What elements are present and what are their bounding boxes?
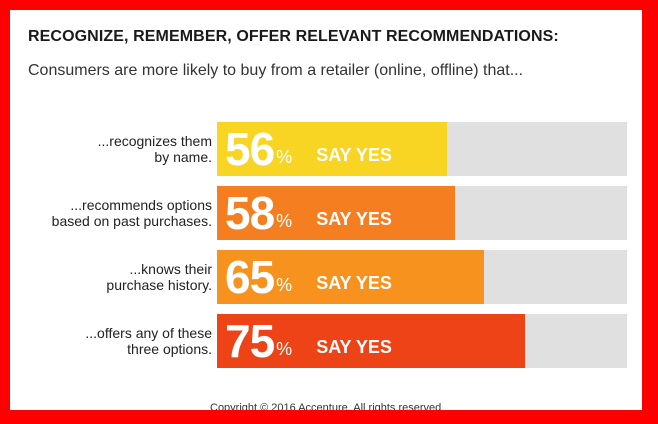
bar-row: ...recognizes them by name. 56% SAY YES: [10, 122, 642, 176]
bar-track: 56% SAY YES: [217, 122, 627, 176]
data-label-value: 58: [225, 187, 275, 239]
category-label-line: based on past purchases.: [51, 213, 212, 229]
category-label-line: ...recognizes them: [97, 133, 212, 149]
data-label-suffix: SAY YES: [316, 208, 392, 229]
data-label-value: 65: [225, 251, 275, 303]
copyright-footer: Copyright © 2016 Accenture. All rights r…: [210, 402, 445, 410]
data-label: 58% SAY YES: [225, 186, 392, 240]
category-label-line: ...offers any of these: [85, 325, 212, 341]
bar: [217, 314, 525, 368]
category-label: ...recognizes them by name.: [10, 122, 212, 176]
data-label-suffix: SAY YES: [316, 144, 392, 165]
category-label: ...recommends options based on past purch…: [10, 186, 212, 240]
bar: [217, 122, 447, 176]
category-label: ...offers any of these three options.: [10, 314, 212, 368]
data-label-value: 75: [225, 315, 275, 367]
bar-row: ...knows their purchase history. 65% SAY YE…: [10, 250, 642, 304]
data-label-percent: %: [276, 210, 293, 231]
bar-track: 75% SAY YES: [217, 314, 627, 368]
bar: [217, 250, 484, 304]
data-label: 65% SAY YES: [225, 250, 392, 304]
category-label-line: ...knows their: [129, 261, 212, 277]
data-label-value: 56: [225, 123, 275, 175]
category-label-text: ...knows their purchase history.: [106, 261, 212, 293]
data-label-percent: %: [276, 338, 293, 359]
category-label-line: three options.: [127, 341, 212, 357]
bar: [217, 186, 455, 240]
bar-track: 65% SAY YES: [217, 250, 627, 304]
category-label-text: ...recognizes them by name.: [98, 133, 212, 165]
data-label: 75% SAY YES: [225, 314, 392, 368]
chart-title: RECOGNIZE, REMEMBER, OFFER RELEVANT RECO…: [28, 28, 559, 45]
chart-subtitle: Consumers are more likely to buy from a …: [28, 62, 524, 79]
data-label-percent: %: [276, 146, 293, 167]
category-label-line: by name.: [154, 149, 212, 165]
category-label: ...knows their purchase history.: [10, 250, 212, 304]
bar-track: 58% SAY YES: [217, 186, 627, 240]
category-label-line: purchase history.: [106, 277, 212, 293]
bar-row: ...offers any of these three options. 75% S…: [10, 314, 642, 368]
category-label-line: ...recommends options: [70, 197, 212, 213]
bar-row: ...recommends options based on past purch…: [10, 186, 642, 240]
data-label-percent: %: [276, 274, 293, 295]
data-label-suffix: SAY YES: [316, 336, 392, 357]
category-label-text: ...recommends options based on past purch…: [52, 197, 212, 229]
data-label: 56% SAY YES: [225, 122, 392, 176]
data-label-suffix: SAY YES: [316, 272, 392, 293]
category-label-text: ...offers any of these three options.: [85, 325, 212, 357]
infographic-frame: RECOGNIZE, REMEMBER, OFFER RELEVANT RECO…: [10, 10, 642, 410]
